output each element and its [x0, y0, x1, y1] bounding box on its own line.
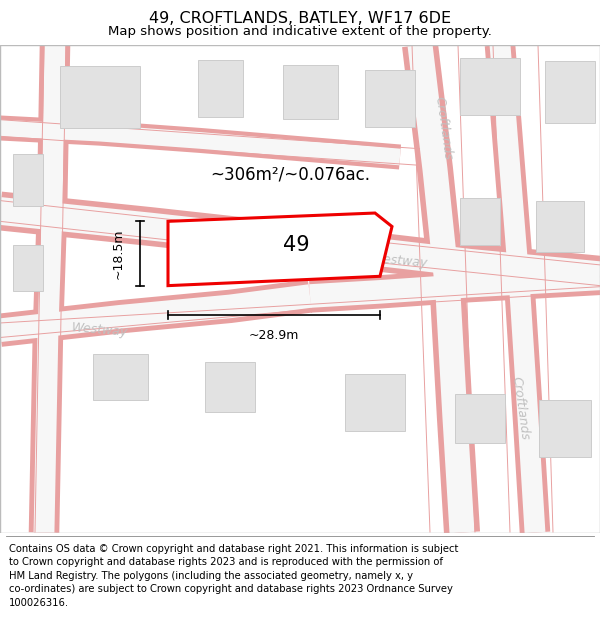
Text: Contains OS data © Crown copyright and database right 2021. This information is : Contains OS data © Crown copyright and d…: [9, 544, 458, 608]
Bar: [13, 154, 43, 206]
Bar: [13, 244, 43, 291]
Text: Map shows position and indicative extent of the property.: Map shows position and indicative extent…: [108, 25, 492, 38]
Bar: [205, 362, 255, 412]
Bar: [455, 394, 505, 443]
Text: Westway: Westway: [71, 321, 129, 339]
Text: 49: 49: [283, 234, 310, 254]
Bar: [197, 60, 242, 117]
Bar: [460, 198, 500, 244]
Text: ~28.9m: ~28.9m: [249, 329, 299, 342]
Polygon shape: [168, 213, 392, 286]
Bar: [539, 400, 591, 458]
Text: Croftlands: Croftlands: [432, 96, 454, 161]
Bar: [545, 61, 595, 122]
Text: ~18.5m: ~18.5m: [112, 228, 125, 279]
Bar: [536, 201, 584, 252]
Text: Westway: Westway: [371, 252, 429, 270]
Bar: [92, 354, 148, 400]
Text: 49, CROFTLANDS, BATLEY, WF17 6DE: 49, CROFTLANDS, BATLEY, WF17 6DE: [149, 11, 451, 26]
Bar: [460, 58, 520, 115]
Bar: [60, 66, 140, 128]
Text: Croftlands: Croftlands: [509, 376, 531, 441]
Text: ~306m²/~0.076ac.: ~306m²/~0.076ac.: [210, 166, 370, 184]
Bar: [365, 71, 415, 128]
Bar: [345, 374, 405, 431]
Bar: [283, 65, 337, 119]
